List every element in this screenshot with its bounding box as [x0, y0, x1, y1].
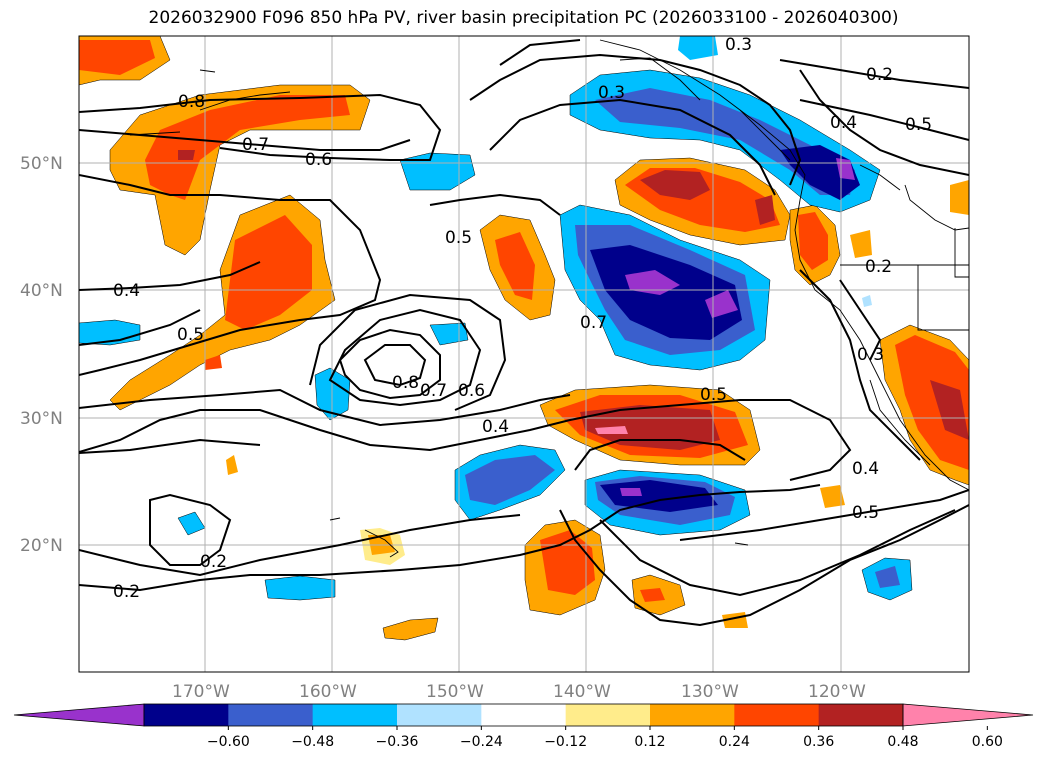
svg-text:0.4: 0.4 [830, 113, 857, 133]
lat-label: 40°N [20, 281, 63, 301]
lat-label: 20°N [20, 536, 63, 556]
svg-text:0.5: 0.5 [905, 115, 932, 135]
svg-text:0.4: 0.4 [482, 417, 509, 437]
svg-text:0.5: 0.5 [177, 325, 204, 345]
positive-anomaly-regions [79, 36, 969, 641]
coastlines [129, 39, 969, 558]
svg-text:0.7: 0.7 [420, 381, 447, 401]
svg-text:0.4: 0.4 [113, 281, 140, 301]
svg-text:0.3: 0.3 [725, 35, 752, 55]
svg-text:0.6: 0.6 [458, 381, 485, 401]
svg-text:0.2: 0.2 [113, 582, 140, 602]
colorbar-extend-min [13, 703, 145, 727]
precip-shading: 0.8 0.7 0.6 0.4 0.5 0.5 0.3 0.4 0.2 0.5 … [79, 35, 969, 672]
svg-text:0.7: 0.7 [242, 135, 269, 155]
svg-text:0.5: 0.5 [700, 385, 727, 405]
svg-text:0.2: 0.2 [866, 65, 893, 85]
colorbar-segment [228, 704, 314, 726]
lon-label: 130°W [681, 682, 739, 702]
map-frame [78, 35, 970, 673]
svg-text:0.7: 0.7 [580, 313, 607, 333]
lon-label: 170°W [172, 682, 230, 702]
colorbar-extend-max [902, 703, 1034, 727]
lat-label: 30°N [20, 409, 63, 429]
colorbar-tick-label: 0.12 [634, 734, 665, 750]
colorbar-tick-label: −0.12 [544, 734, 587, 750]
svg-text:0.5: 0.5 [445, 228, 472, 248]
lon-label: 150°W [426, 682, 484, 702]
svg-text:0.2: 0.2 [200, 552, 227, 572]
lon-label: 140°W [553, 682, 611, 702]
svg-text:0.6: 0.6 [305, 150, 332, 170]
svg-text:0.3: 0.3 [857, 345, 884, 365]
map-gridlines [79, 36, 969, 672]
svg-text:0.5: 0.5 [852, 503, 879, 523]
colorbar-segment [565, 704, 651, 726]
svg-text:0.3: 0.3 [598, 83, 625, 103]
lat-label: 50°N [20, 154, 63, 174]
colorbar-tick-label: −0.48 [291, 734, 334, 750]
colorbar-segment [481, 704, 567, 726]
map-title: 2026032900 F096 850 hPa PV, river basin … [148, 8, 899, 28]
colorbar-tick-label: 0.36 [803, 734, 834, 750]
colorbar-segment [312, 704, 398, 726]
colorbar-segment [734, 704, 820, 726]
colorbar-tick-label: −0.24 [460, 734, 503, 750]
longitude-labels: 170°W 160°W 150°W 140°W 130°W 120°W [172, 682, 866, 702]
svg-text:0.8: 0.8 [178, 92, 205, 112]
colorbar-segment [818, 704, 904, 726]
colorbar-tick-label: −0.36 [376, 734, 419, 750]
pv-contours [79, 39, 969, 627]
contour-labels: 0.8 0.7 0.6 0.4 0.5 0.5 0.3 0.4 0.2 0.5 … [113, 35, 932, 602]
colorbar-segment [650, 704, 735, 726]
colorbar-tick-label: 0.60 [972, 734, 1003, 750]
colorbar-tick-label: −0.60 [207, 734, 250, 750]
lon-label: 120°W [808, 682, 866, 702]
svg-text:0.4: 0.4 [852, 459, 879, 479]
latitude-labels: 50°N 40°N 30°N 20°N [20, 154, 63, 556]
colorbar-tick-label: 0.24 [719, 734, 750, 750]
colorbar-ticks: −0.60 −0.48 −0.36 −0.24 −0.12 0.12 0.24 0.36 0.4… [207, 726, 1003, 750]
colorbar-segment [144, 704, 229, 726]
svg-text:0.8: 0.8 [392, 373, 419, 393]
colorbar-tick-label: 0.48 [887, 734, 918, 750]
colorbar-outline [143, 703, 904, 727]
svg-text:0.2: 0.2 [865, 257, 892, 277]
colorbar-segment [397, 704, 482, 726]
lon-label: 160°W [299, 682, 357, 702]
colorbar [13, 703, 1034, 727]
